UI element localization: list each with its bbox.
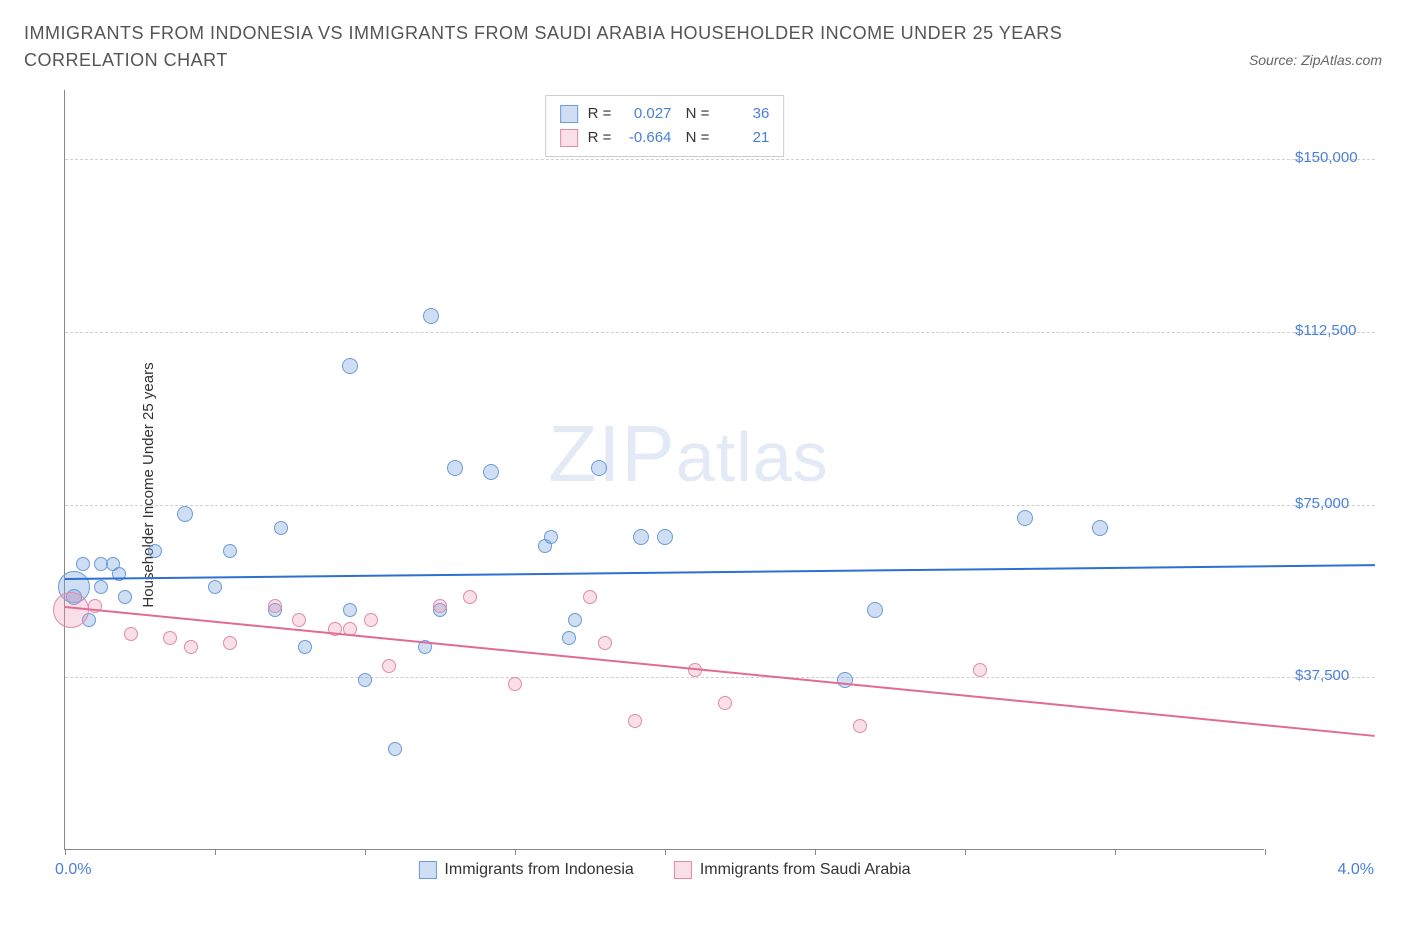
- chart-title: IMMIGRANTS FROM INDONESIA VS IMMIGRANTS …: [24, 20, 1124, 74]
- y-tick-label: $75,000: [1295, 495, 1349, 512]
- data-point: [184, 640, 198, 654]
- data-point: [53, 592, 89, 628]
- data-point: [358, 673, 372, 687]
- data-point: [1017, 510, 1033, 526]
- n-value-2: 21: [719, 126, 769, 150]
- x-tick: [665, 849, 666, 855]
- data-point: [364, 613, 378, 627]
- x-axis-end-label: 4.0%: [1338, 861, 1374, 879]
- y-tick-label: $112,500: [1295, 322, 1356, 339]
- data-point: [973, 663, 987, 677]
- chart-container: Householder Income Under 25 years ZIPatl…: [44, 90, 1384, 880]
- x-tick: [515, 849, 516, 855]
- x-tick: [965, 849, 966, 855]
- series-legend: Immigrants from Indonesia Immigrants fro…: [418, 861, 910, 879]
- legend-row-1: R = 0.027 N = 36: [560, 102, 770, 126]
- gridline: [65, 159, 1375, 160]
- data-point: [598, 636, 612, 650]
- data-point: [177, 506, 193, 522]
- source-credit: Source: ZipAtlas.com: [1249, 52, 1382, 68]
- data-point: [223, 544, 237, 558]
- data-point: [447, 460, 463, 476]
- gridline: [65, 332, 1375, 333]
- data-point: [718, 696, 732, 710]
- legend-label-2: Immigrants from Saudi Arabia: [700, 861, 911, 879]
- x-tick: [1115, 849, 1116, 855]
- x-axis-start-label: 0.0%: [55, 861, 91, 879]
- legend-swatch-pink: [560, 129, 578, 147]
- data-point: [118, 590, 132, 604]
- data-point: [298, 640, 312, 654]
- legend-swatch-blue: [560, 105, 578, 123]
- data-point: [562, 631, 576, 645]
- x-tick: [65, 849, 66, 855]
- legend-item-1: Immigrants from Indonesia: [418, 861, 633, 879]
- data-point: [568, 613, 582, 627]
- data-point: [268, 599, 282, 613]
- legend-swatch-2: [674, 861, 692, 879]
- correlation-legend: R = 0.027 N = 36 R = -0.664 N = 21: [545, 95, 785, 157]
- data-point: [628, 714, 642, 728]
- data-point: [1092, 520, 1108, 536]
- gridline: [65, 505, 1375, 506]
- trendline-0: [65, 564, 1375, 580]
- legend-item-2: Immigrants from Saudi Arabia: [674, 861, 911, 879]
- data-point: [223, 636, 237, 650]
- y-tick-label: $37,500: [1295, 667, 1349, 684]
- data-point: [382, 659, 396, 673]
- data-point: [463, 590, 477, 604]
- data-point: [124, 627, 138, 641]
- x-tick: [365, 849, 366, 855]
- legend-row-2: R = -0.664 N = 21: [560, 126, 770, 150]
- watermark: ZIPatlas: [548, 408, 828, 500]
- data-point: [163, 631, 177, 645]
- data-point: [343, 603, 357, 617]
- data-point: [483, 464, 499, 480]
- data-point: [853, 719, 867, 733]
- data-point: [94, 580, 108, 594]
- data-point: [867, 602, 883, 618]
- r-value-2: -0.664: [621, 126, 671, 150]
- trendline-1: [65, 606, 1375, 737]
- n-value-1: 36: [719, 102, 769, 126]
- data-point: [148, 544, 162, 558]
- r-value-1: 0.027: [621, 102, 671, 126]
- legend-swatch-1: [418, 861, 436, 879]
- legend-label-1: Immigrants from Indonesia: [444, 861, 633, 879]
- data-point: [423, 308, 439, 324]
- data-point: [342, 358, 358, 374]
- data-point: [76, 557, 90, 571]
- data-point: [274, 521, 288, 535]
- x-tick: [1265, 849, 1266, 855]
- data-point: [633, 529, 649, 545]
- data-point: [583, 590, 597, 604]
- x-tick: [215, 849, 216, 855]
- gridline: [65, 677, 1375, 678]
- y-tick-label: $150,000: [1295, 149, 1358, 166]
- data-point: [544, 530, 558, 544]
- x-tick: [815, 849, 816, 855]
- data-point: [657, 529, 673, 545]
- data-point: [591, 460, 607, 476]
- data-point: [208, 580, 222, 594]
- data-point: [388, 742, 402, 756]
- data-point: [433, 599, 447, 613]
- plot-area: ZIPatlas R = 0.027 N = 36 R = -0.664 N =…: [64, 90, 1264, 850]
- data-point: [508, 677, 522, 691]
- data-point: [292, 613, 306, 627]
